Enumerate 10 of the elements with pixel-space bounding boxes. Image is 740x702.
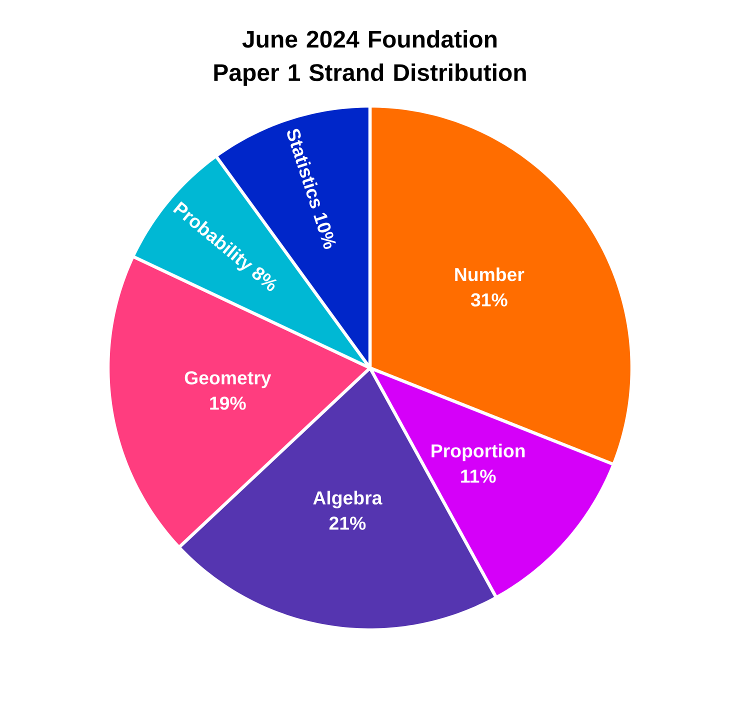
chart-title: June 2024 Foundation Paper 1 Strand Distribution [214,30,526,86]
data-label: 19% [210,396,246,410]
slice-label: Proportion [432,444,525,462]
slice-label: Number [455,267,524,282]
data-label: 21% [329,516,366,530]
slice-label: Geometry [184,371,272,388]
slice-label: Algebra [313,490,382,508]
data-label: 11% [461,470,496,483]
data-label: 10% [314,212,336,249]
data-label: 31% [470,293,508,307]
